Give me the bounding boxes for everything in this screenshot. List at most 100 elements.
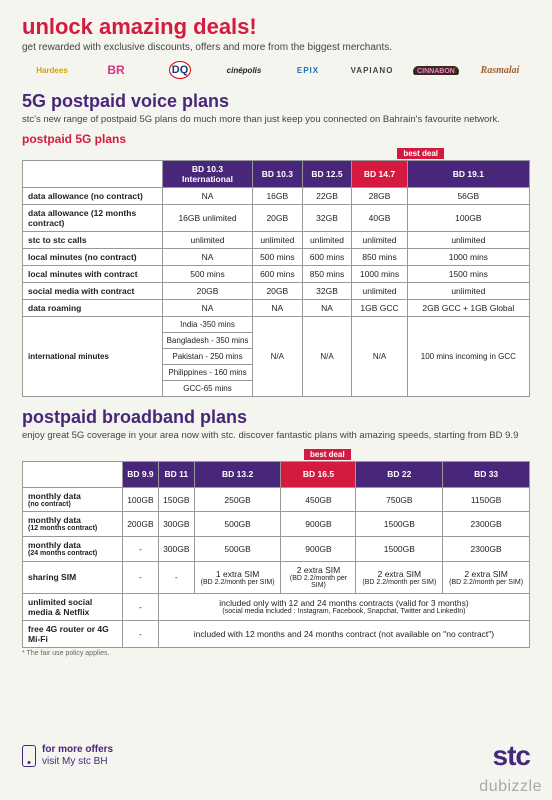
cell: -: [123, 537, 159, 562]
cell: 750GB: [356, 487, 443, 512]
bb-head-1: BD 9.9: [123, 461, 159, 487]
table-row: social media with contract20GB20GB32GBun…: [23, 283, 530, 300]
row-label: data allowance (12 months contract): [23, 205, 163, 232]
cell: 200GB: [123, 512, 159, 537]
row-label: local minutes with contract: [23, 266, 163, 283]
cell: unlimited: [352, 232, 407, 249]
cell: India -350 mins: [163, 317, 253, 333]
bb-head-2: BD 11: [158, 461, 194, 487]
table-row: monthly data(no contract)100GB150GB250GB…: [23, 487, 530, 512]
row-label: free 4G router or 4G Mi-Fi: [23, 621, 123, 648]
stc-logo: stc: [493, 740, 530, 772]
cell: 22GB: [302, 188, 352, 205]
voice-head-4: BD 14.7: [352, 161, 407, 188]
merchant-vapiano: VAPIANO: [342, 66, 402, 75]
cell: 2300GB: [443, 512, 530, 537]
voice-head-3: BD 12.5: [302, 161, 352, 188]
cell: 1150GB: [443, 487, 530, 512]
broadband-table: 5G plan (Inclusive of 10% VAT) BD 9.9 BD…: [22, 461, 530, 648]
table-row: monthly data(24 months contract)-300GB50…: [23, 537, 530, 562]
cell: 20GB: [253, 205, 303, 232]
cell: unlimited: [407, 283, 529, 300]
cell: 600 mins: [253, 266, 303, 283]
cell: unlimited: [253, 232, 303, 249]
cell: -: [123, 621, 159, 648]
cell: -: [123, 594, 159, 621]
cell: 1 extra SIM(BD 2.2/month per SIM): [194, 561, 281, 593]
merchant-dq: DQ: [150, 61, 210, 79]
table-row: unlimited social media & Netflix-include…: [23, 594, 530, 621]
row-label: monthly data(24 months contract): [23, 537, 123, 562]
cell: 100 mins incoming in GCC: [407, 317, 529, 397]
table-row: data allowance (12 months contract)16GB …: [23, 205, 530, 232]
row-label: local minutes (no contract): [23, 249, 163, 266]
cell: 600 mins: [302, 249, 352, 266]
cell: 16GB unlimited: [163, 205, 253, 232]
cell: 500 mins: [253, 249, 303, 266]
cell: 900GB: [281, 512, 356, 537]
merchant-br: BR: [86, 63, 146, 77]
cell: included with 12 months and 24 months co…: [158, 621, 529, 648]
cell: 20GB: [163, 283, 253, 300]
merchant-cinnabon: CINNABON: [406, 66, 466, 75]
cell: 32GB: [302, 205, 352, 232]
cell: 250GB: [194, 487, 281, 512]
cell: 500GB: [194, 537, 281, 562]
cell: N/A: [352, 317, 407, 397]
cell: 1500GB: [356, 512, 443, 537]
cell: NA: [253, 300, 303, 317]
table-row: data roamingNANANA1GB GCC2GB GCC + 1GB G…: [23, 300, 530, 317]
cell: 500GB: [194, 512, 281, 537]
cell: 32GB: [302, 283, 352, 300]
cell: 16GB: [253, 188, 303, 205]
cell: 300GB: [158, 537, 194, 562]
row-label: monthly data(no contract): [23, 487, 123, 512]
cell: Bangladesh - 350 mins: [163, 333, 253, 349]
cell: 100GB: [407, 205, 529, 232]
table-row: free 4G router or 4G Mi-Fi-included with…: [23, 621, 530, 648]
voice-title: 5G postpaid voice plans: [22, 91, 530, 112]
cell: -: [123, 561, 159, 593]
cell: 900GB: [281, 537, 356, 562]
cell: 1500 mins: [407, 266, 529, 283]
table-row: monthly data(12 months contract)200GB300…: [23, 512, 530, 537]
cell: N/A: [253, 317, 303, 397]
row-label: data roaming: [23, 300, 163, 317]
cell: 1000 mins: [352, 266, 407, 283]
hero-title: unlock amazing deals!: [22, 14, 530, 40]
voice-head-2: BD 10.3: [253, 161, 303, 188]
cell: 1000 mins: [407, 249, 529, 266]
row-label: international minutes: [23, 317, 163, 397]
row-label: sharing SIM: [23, 561, 123, 593]
bb-head-3: BD 13.2: [194, 461, 281, 487]
voice-subtitle: stc's new range of postpaid 5G plans do …: [22, 114, 530, 126]
cell: 20GB: [253, 283, 303, 300]
broadband-title: postpaid broadband plans: [22, 407, 530, 428]
hero-subtitle: get rewarded with exclusive discounts, o…: [22, 42, 530, 53]
cell: 100GB: [123, 487, 159, 512]
merchant-cinepolis: cinépolis: [214, 66, 274, 75]
table-row: local minutes with contract500 mins600 m…: [23, 266, 530, 283]
cell: 2GB GCC + 1GB Global: [407, 300, 529, 317]
row-label: unlimited social media & Netflix: [23, 594, 123, 621]
cell: 2 extra SIM(BD 2.2/month per SIM): [356, 561, 443, 593]
footer: for more offers visit My stc BH stc: [22, 740, 530, 772]
merchant-epix: EPIX: [278, 66, 338, 75]
table-row: sharing SIM--1 extra SIM(BD 2.2/month pe…: [23, 561, 530, 593]
bb-head-label: 5G plan (Inclusive of 10% VAT): [23, 461, 123, 487]
voice-head-plan: plan: [23, 161, 163, 188]
cell: 56GB: [407, 188, 529, 205]
row-label: social media with contract: [23, 283, 163, 300]
cell: NA: [163, 300, 253, 317]
broadband-best-deal-badge: best deal: [304, 449, 351, 460]
broadband-subtitle: enjoy great 5G coverage in your area now…: [22, 430, 530, 442]
cell: 150GB: [158, 487, 194, 512]
cell: 28GB: [352, 188, 407, 205]
cell: 450GB: [281, 487, 356, 512]
cell: 2 extra SIM(BD 2.2/month per SIM): [443, 561, 530, 593]
cell: unlimited: [302, 232, 352, 249]
cell: 1GB GCC: [352, 300, 407, 317]
merchant-rasmalai: Rasmalai: [470, 65, 530, 76]
table-row: stc to stc callsunlimitedunlimitedunlimi…: [23, 232, 530, 249]
merchant-logos: Hardees BR DQ cinépolis EPIX VAPIANO CIN…: [22, 61, 530, 79]
